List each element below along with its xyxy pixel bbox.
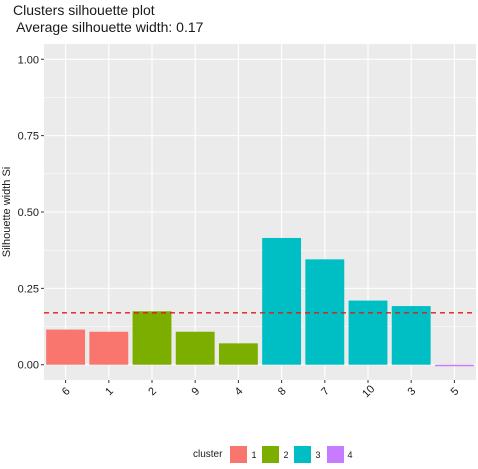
bar-6 — [46, 329, 86, 365]
silhouette-chart: 0.00 0.25 0.50 0.75 1.00 6 1 2 9 4 8 7 10 3 5 Silhoue… — [1, 44, 476, 400]
y-tick-label: 0.00 — [18, 360, 39, 372]
bars — [46, 237, 474, 367]
legend-item-3: 3 — [294, 446, 321, 463]
bar-3 — [391, 306, 431, 365]
legend-item-2: 2 — [262, 446, 288, 463]
legend-label: 3 — [315, 449, 321, 460]
x-tick-label: 10 — [360, 383, 377, 400]
bar-5 — [434, 364, 474, 367]
bar-8 — [262, 237, 302, 365]
legend: cluster 1 2 3 4 — [193, 446, 359, 463]
y-tick-label: 0.25 — [18, 283, 39, 295]
legend-label: 1 — [251, 449, 257, 460]
x-tick-label: 2 — [146, 385, 159, 398]
x-tick-label: 9 — [189, 385, 202, 398]
legend-swatch — [262, 446, 280, 463]
y-axis-label: Silhouette width Si — [1, 167, 13, 258]
x-tick-label: 8 — [276, 385, 289, 398]
x-tick-label: 3 — [405, 385, 418, 398]
bar-4 — [218, 343, 258, 365]
bar-10 — [348, 300, 388, 365]
legend-title: cluster — [193, 449, 223, 460]
y-tick-label: 0.50 — [18, 207, 39, 219]
legend-label: 4 — [347, 449, 353, 460]
bar-2 — [132, 311, 172, 365]
y-axis: 0.00 0.25 0.50 0.75 1.00 — [18, 54, 44, 372]
chart-subtitle: Average silhouette width: 0.17 — [13, 19, 204, 35]
chart-title: Clusters silhouette plot — [13, 2, 155, 18]
bar-1 — [89, 331, 129, 365]
bar-7 — [305, 259, 345, 365]
x-tick-label: 5 — [449, 385, 462, 398]
legend-swatch — [230, 446, 248, 463]
legend-swatch — [326, 446, 344, 463]
legend-item-1: 1 — [230, 446, 256, 463]
x-tick-label: 1 — [103, 385, 116, 398]
x-tick-label: 7 — [319, 385, 332, 398]
legend-label: 2 — [283, 449, 289, 460]
y-tick-label: 1.00 — [18, 54, 39, 66]
legend-swatch — [294, 446, 312, 463]
bar-9 — [175, 331, 215, 365]
x-tick-label: 4 — [233, 385, 246, 398]
x-axis: 6 1 2 9 4 8 7 10 3 5 — [60, 380, 462, 400]
legend-item-4: 4 — [326, 446, 353, 463]
x-tick-label: 6 — [60, 385, 73, 398]
y-tick-label: 0.75 — [18, 131, 39, 143]
